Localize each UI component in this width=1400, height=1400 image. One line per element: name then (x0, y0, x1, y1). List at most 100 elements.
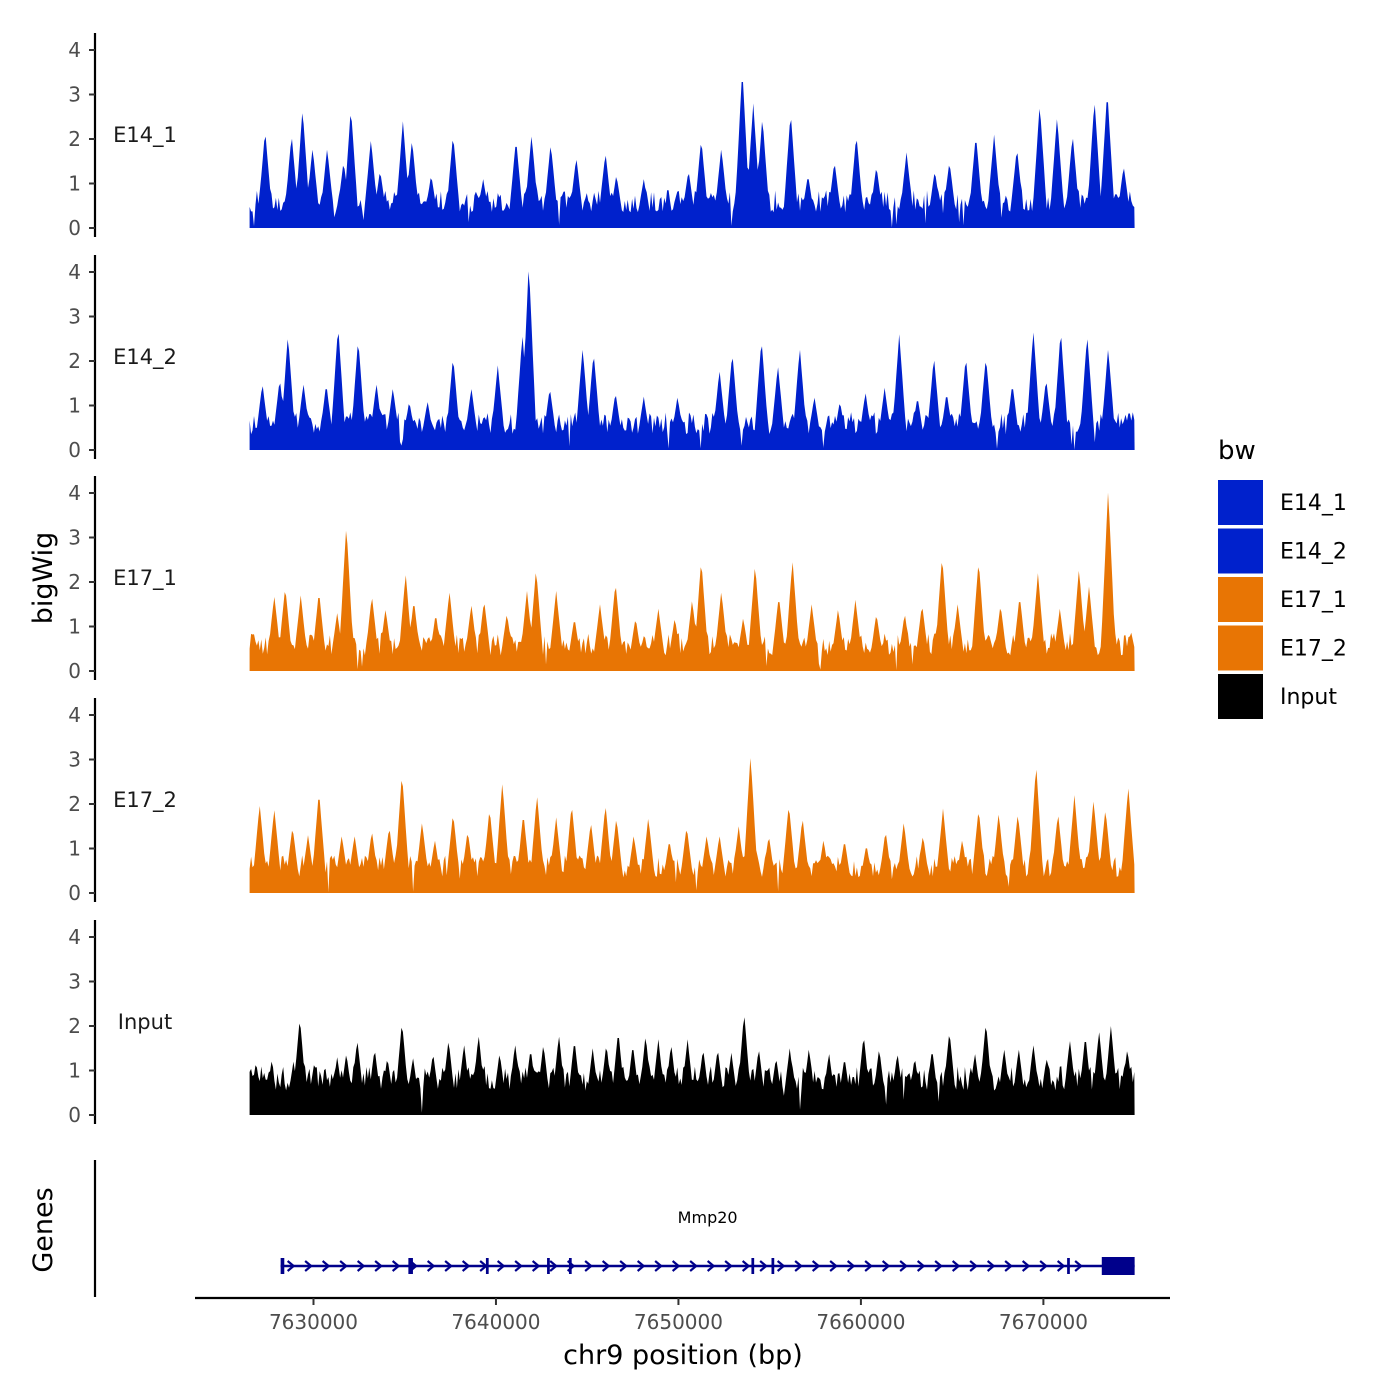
x-tick-label: 7660000 (816, 1310, 905, 1334)
signal-area-E14_2 (249, 271, 1135, 450)
strand-arrow (1021, 1260, 1031, 1272)
genes-track: Mmp20 (93, 1160, 1135, 1297)
track-label: E17_2 (113, 788, 177, 813)
y-tick-label: 3 (68, 970, 81, 994)
legend-label: E14_2 (1280, 540, 1347, 565)
legend-swatch-E17_1 (1218, 577, 1263, 622)
x-tick-label: 7650000 (634, 1310, 723, 1334)
strand-arrow (776, 1260, 786, 1272)
legend-swatch-E17_2 (1218, 625, 1263, 671)
strand-arrow (794, 1260, 803, 1272)
legend-swatch-E14_2 (1218, 528, 1263, 574)
y-tick-label: 0 (68, 216, 81, 240)
legend-swatch-Input (1218, 674, 1263, 719)
strand-arrow (636, 1260, 646, 1272)
y-tick-label: 4 (68, 925, 81, 949)
track-label: E17_1 (113, 566, 177, 591)
x-tick-label: 7630000 (269, 1310, 358, 1334)
strand-arrow (426, 1260, 436, 1272)
strand-arrow (514, 1260, 523, 1272)
signal-area-Input (249, 1017, 1135, 1115)
legend-title: bw (1218, 436, 1256, 466)
track-E17_2: 0 1 2 3 4 E17_2 (68, 698, 1135, 905)
y-tick-label: 0 (68, 659, 81, 683)
y-tick-label: 4 (68, 703, 81, 727)
exon-mark (568, 1258, 572, 1274)
exon-mark (771, 1258, 775, 1274)
strand-arrow (759, 1260, 768, 1272)
strand-arrow (829, 1260, 838, 1272)
strand-arrow (1056, 1260, 1066, 1272)
legend-label: E14_1 (1280, 491, 1347, 516)
strand-arrow (391, 1260, 401, 1272)
strand-arrow (846, 1260, 856, 1272)
exon-mark (408, 1258, 413, 1274)
signal-area-E14_1 (249, 82, 1135, 228)
exon-mark (280, 1258, 285, 1274)
y-tick-label: 4 (68, 481, 81, 505)
gene-label: Mmp20 (678, 1208, 738, 1227)
y-tick-label: 3 (68, 305, 81, 329)
strand-arrow (496, 1260, 506, 1272)
strand-arrow (461, 1260, 471, 1272)
y-tick-label: 2 (68, 1014, 81, 1038)
strand-arrow (811, 1260, 821, 1272)
y-tick-label: 1 (68, 1059, 81, 1083)
strand-arrow (934, 1260, 943, 1272)
strand-arrow (986, 1260, 996, 1272)
track-E14_2: 0 1 2 3 4 E14_2 (68, 255, 1135, 462)
legend-label: Input (1280, 685, 1337, 710)
y-tick-label: 2 (68, 792, 81, 816)
strand-arrow (899, 1260, 908, 1272)
strand-arrow (951, 1260, 961, 1272)
signal-area-E17_2 (249, 758, 1135, 893)
strand-arrow (286, 1260, 296, 1272)
track-E14_1: 0 1 2 3 4 E14_1 (68, 33, 1135, 240)
x-axis-title: chr9 position (bp) (563, 1340, 803, 1371)
signal-area-E17_1 (249, 492, 1135, 671)
exon-mark (1067, 1258, 1070, 1274)
y-tick-label: 1 (68, 172, 81, 196)
y-tick-label: 4 (68, 38, 81, 62)
strand-arrow (706, 1260, 716, 1272)
strand-arrow (601, 1260, 611, 1272)
x-axis: 7630000 7640000 7650000 7660000 7670000 (195, 1296, 1170, 1334)
x-tick-label: 7670000 (999, 1310, 1088, 1334)
track-E17_1: 0 1 2 3 4 E17_1 (68, 476, 1135, 683)
y-axis-title: bigWig (28, 532, 59, 625)
strand-arrow (724, 1260, 733, 1272)
y-tick-label: 2 (68, 349, 81, 373)
x-tick-label: 7640000 (451, 1310, 540, 1334)
legend-label: E17_1 (1280, 588, 1347, 613)
exon-mark (485, 1258, 489, 1274)
strand-arrow (969, 1260, 978, 1272)
strand-arrow (671, 1260, 681, 1272)
strand-arrow (864, 1260, 873, 1272)
y-tick-label: 1 (68, 394, 81, 418)
strand-arrow (356, 1260, 366, 1272)
track-Input: 0 1 2 3 4 Input (68, 920, 1135, 1127)
strand-arrow (1074, 1260, 1083, 1272)
track-label: E14_1 (113, 123, 177, 148)
strand-arrow (339, 1260, 348, 1272)
strand-arrow (1004, 1260, 1013, 1272)
strand-arrow (304, 1260, 313, 1272)
strand-arrow (689, 1260, 698, 1272)
y-tick-label: 2 (68, 570, 81, 594)
genes-axis-title: Genes (28, 1187, 59, 1272)
y-tick-label: 3 (68, 83, 81, 107)
exon-block (1101, 1257, 1135, 1275)
strand-arrow (444, 1260, 453, 1272)
track-label: E14_2 (113, 345, 177, 370)
strand-arrow (741, 1260, 751, 1272)
exon-mark (547, 1258, 550, 1274)
legend-label: E17_2 (1280, 637, 1347, 662)
y-tick-label: 3 (68, 526, 81, 550)
y-tick-label: 3 (68, 748, 81, 772)
y-tick-label: 0 (68, 438, 81, 462)
signal-tracks: 0 1 2 3 4 E14_1 0 1 2 3 4 E14_2 0 1 2 3 4 E17_1 0 1 2 3 4 E17_2… (68, 33, 1135, 1127)
legend: bw E14_1 E14_2 E17_1 E17_2 Input (1218, 436, 1347, 719)
y-tick-label: 4 (68, 260, 81, 284)
y-tick-label: 2 (68, 127, 81, 151)
